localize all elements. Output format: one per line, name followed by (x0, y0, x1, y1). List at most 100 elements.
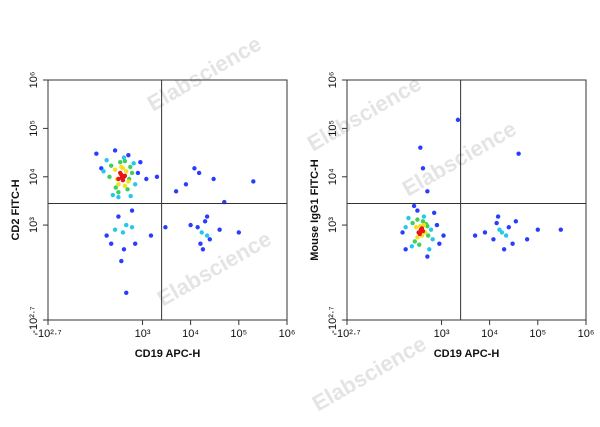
x-tick-label: 10⁵ (529, 328, 546, 340)
point (472, 233, 478, 238)
point (126, 152, 131, 158)
y-axis-label: Mouse IgG1 FITC-H (309, 159, 321, 261)
x-tick-label: 10⁶ (279, 328, 296, 340)
point (126, 179, 131, 184)
point (108, 241, 114, 246)
y-tick-label: 10⁵ (28, 120, 40, 137)
x-axis-label: CD19 APC-H (434, 348, 500, 360)
watermark: Elabscience (308, 331, 431, 416)
point (506, 225, 511, 230)
point (482, 230, 488, 235)
x-tick-label: 10³ (434, 328, 450, 340)
point (427, 247, 432, 252)
point (204, 233, 210, 238)
y-tick-label: -10²·⁷ (28, 306, 40, 333)
point (110, 192, 116, 198)
point (121, 155, 127, 160)
point (107, 174, 112, 179)
point (441, 233, 446, 238)
x-tick-label: -10²·⁷ (333, 328, 360, 340)
point (121, 247, 127, 252)
point (122, 158, 128, 164)
point (104, 233, 109, 238)
point (195, 225, 200, 230)
point (119, 175, 125, 181)
point (420, 166, 426, 171)
point (138, 160, 143, 165)
point (437, 241, 442, 246)
point (112, 148, 118, 153)
watermark: Elabscience (398, 116, 521, 201)
x-tick-label: 10⁵ (230, 328, 247, 340)
x-tick-label: 10⁶ (578, 328, 595, 340)
point (124, 222, 129, 228)
point (415, 217, 420, 222)
point (120, 230, 126, 235)
x-tick-label: -10²·⁷ (34, 328, 61, 340)
point (199, 230, 204, 235)
point (196, 170, 202, 176)
point (112, 167, 118, 172)
point (421, 222, 427, 228)
point (128, 164, 133, 170)
y-tick-label: 10⁶ (28, 72, 40, 89)
point (129, 208, 135, 213)
point (94, 151, 99, 156)
point (135, 170, 141, 176)
y-tick-label: 10³ (327, 217, 339, 233)
point (104, 158, 109, 163)
point (192, 166, 197, 171)
point (119, 164, 124, 170)
point (129, 225, 135, 230)
point (510, 241, 515, 246)
point (118, 160, 123, 165)
plot-frame (346, 79, 587, 321)
point (163, 225, 168, 230)
point (434, 222, 440, 228)
y-axis-label: CD2 FITC-H (10, 179, 22, 240)
point (417, 242, 422, 247)
x-tick-label: 10³ (135, 328, 151, 340)
point (113, 185, 118, 190)
point (99, 166, 104, 171)
point (132, 182, 138, 187)
point (202, 219, 208, 224)
watermark: Elabscience (303, 71, 426, 156)
point (425, 189, 430, 194)
point (417, 231, 422, 237)
point (116, 176, 121, 182)
y-tick-label: 10⁵ (327, 120, 339, 137)
x-axis-label: CD19 APC-H (135, 348, 201, 360)
point (415, 208, 420, 213)
point (108, 163, 114, 168)
point (412, 239, 417, 244)
point (428, 227, 434, 232)
point (198, 241, 203, 246)
point (535, 227, 541, 232)
point (251, 179, 256, 184)
y-tick-label: 10³ (28, 217, 40, 233)
point (148, 233, 154, 238)
point (558, 227, 564, 232)
point (411, 203, 417, 209)
point (524, 237, 530, 242)
point (129, 170, 135, 176)
point (188, 222, 193, 228)
point (112, 227, 118, 232)
point (154, 174, 160, 179)
point (125, 187, 130, 192)
point (503, 233, 509, 238)
point (116, 190, 121, 195)
point (200, 247, 206, 252)
point (419, 226, 425, 231)
point (116, 182, 121, 187)
point (131, 161, 136, 166)
point (418, 145, 423, 150)
point (425, 233, 431, 238)
point (455, 117, 461, 123)
point (116, 214, 121, 219)
point (403, 247, 408, 252)
point (413, 225, 419, 230)
